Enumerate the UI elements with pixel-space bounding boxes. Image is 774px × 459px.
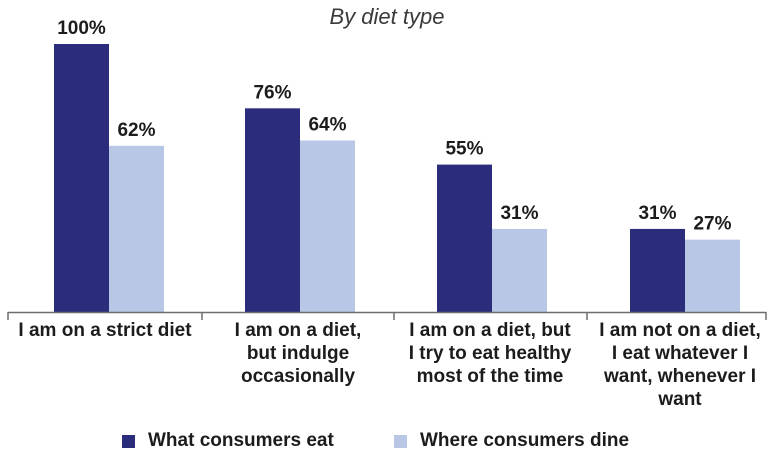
bar-eat-0 (54, 44, 109, 312)
bar-dine-0 (109, 145, 164, 312)
category-label-2: I am on a diet, but I try to eat healthy m… (409, 320, 572, 387)
bar-dine-3 (685, 239, 740, 312)
bar-dine-2 (492, 228, 547, 312)
data-label-eat-0: 100% (57, 18, 106, 39)
data-label-dine-0: 62% (117, 120, 155, 141)
data-label-dine-1: 64% (308, 114, 346, 135)
legend-item-dine: Where consumers dine (394, 430, 629, 452)
legend-label-dine: Where consumers dine (420, 430, 630, 451)
legend-label-eat: What consumers eat (148, 430, 334, 451)
bar-eat-3 (630, 228, 685, 312)
chart-subtitle: By diet type (329, 4, 445, 29)
legend-item-eat: What consumers eat (122, 430, 334, 452)
category-label-0: I am on a strict diet (18, 320, 192, 341)
bar-eat-2 (437, 164, 492, 312)
legend-swatch-dine (394, 434, 407, 448)
bar-dine-1 (300, 140, 355, 312)
data-label-dine-2: 31% (500, 203, 538, 224)
data-label-eat-2: 55% (445, 139, 483, 160)
data-label-eat-1: 76% (253, 82, 291, 103)
legend: What consumers eat Where consumers dine (0, 430, 774, 456)
bar-eat-1 (245, 108, 300, 312)
legend-swatch-eat (122, 434, 135, 448)
data-label-dine-3: 27% (693, 214, 731, 235)
category-label-1: I am on a diet, but indulge occasionally (235, 320, 362, 387)
data-label-eat-3: 31% (638, 203, 676, 224)
